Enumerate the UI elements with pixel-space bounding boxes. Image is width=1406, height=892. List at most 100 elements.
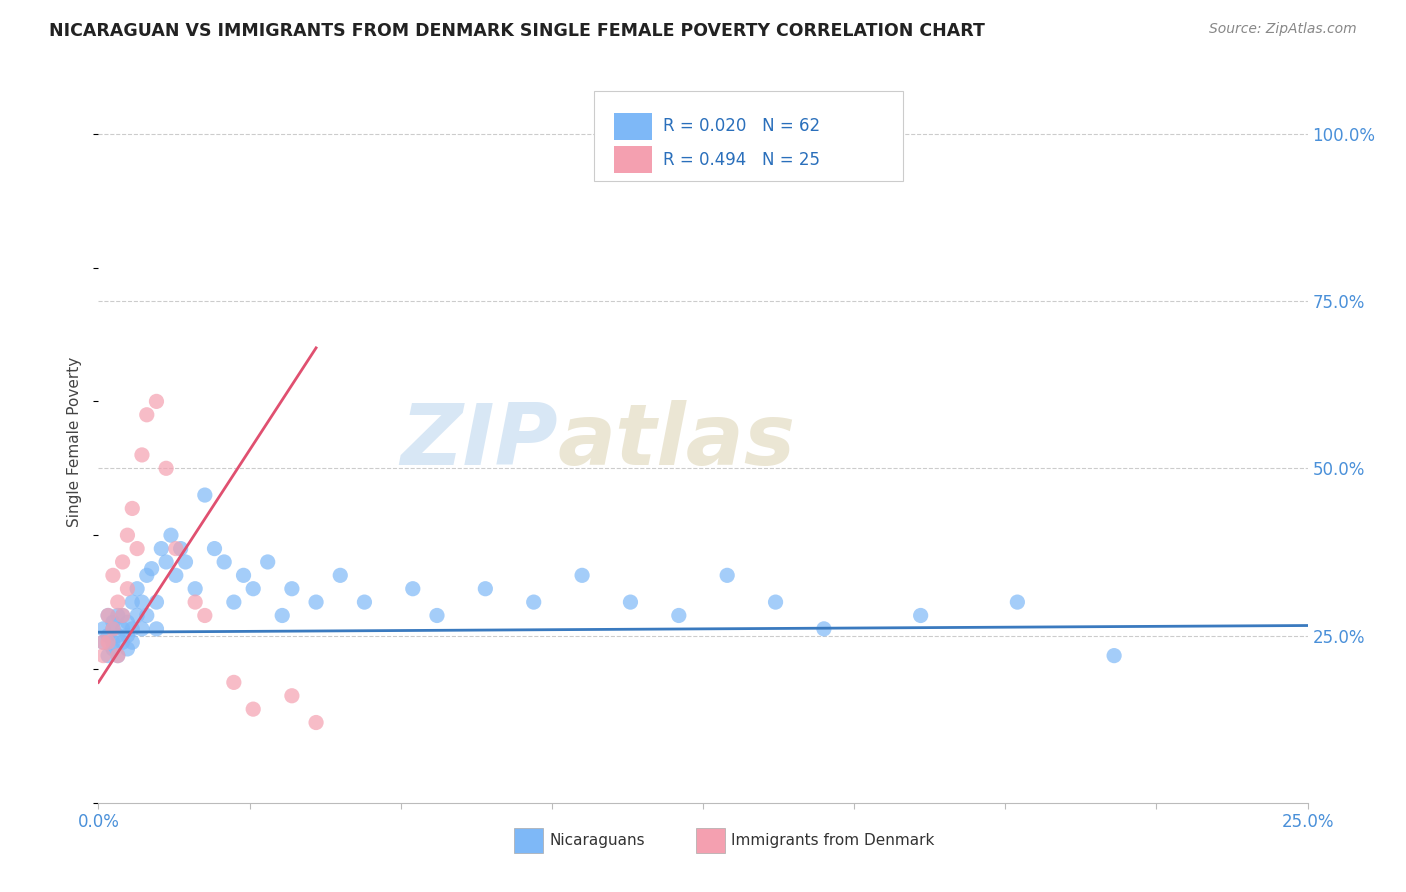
Point [204,541,226,556]
Point [155,555,177,569]
Point [222,595,245,609]
Point [101,615,124,630]
Point [619,595,641,609]
Point [813,622,835,636]
FancyBboxPatch shape [696,828,724,853]
Point [131,622,153,636]
Point [107,608,129,623]
Point [145,595,167,609]
Text: R = 0.020   N = 62: R = 0.020 N = 62 [664,118,820,136]
Text: Immigrants from Denmark: Immigrants from Denmark [731,833,934,848]
Point [121,622,143,636]
Point [97,608,120,623]
Point [101,568,124,582]
Point [91,635,114,649]
Point [271,608,294,623]
Point [426,608,449,623]
Point [145,394,167,409]
Point [101,635,124,649]
Point [329,568,352,582]
Point [242,702,264,716]
Point [111,608,134,623]
FancyBboxPatch shape [613,112,652,140]
Point [127,582,149,596]
Point [111,555,134,569]
Point [107,628,129,642]
Point [121,635,143,649]
Point [194,488,217,502]
Point [101,622,124,636]
Point [107,648,129,663]
Point [184,582,207,596]
Text: R = 0.494   N = 25: R = 0.494 N = 25 [664,151,820,169]
Point [668,608,690,623]
Text: atlas: atlas [558,400,796,483]
Point [111,635,134,649]
Point [222,675,245,690]
Point [117,528,139,542]
Point [523,595,546,609]
Point [242,582,264,596]
Text: ZIP: ZIP [401,400,558,483]
Point [111,608,134,623]
Point [765,595,787,609]
Point [169,541,191,556]
Point [111,622,134,636]
Point [101,622,124,636]
Point [107,648,129,663]
Point [212,555,235,569]
Point [131,595,153,609]
Point [165,541,187,556]
Point [1102,648,1125,663]
Point [117,615,139,630]
Point [121,501,143,516]
Point [194,608,217,623]
Point [101,642,124,657]
Point [232,568,254,582]
Point [910,608,932,623]
Point [91,622,114,636]
Point [135,608,157,623]
Point [121,595,143,609]
Point [474,582,496,596]
Point [117,642,139,657]
Point [91,635,114,649]
Point [97,628,120,642]
Point [184,595,207,609]
Point [160,528,183,542]
Point [571,568,593,582]
Text: NICARAGUAN VS IMMIGRANTS FROM DENMARK SINGLE FEMALE POVERTY CORRELATION CHART: NICARAGUAN VS IMMIGRANTS FROM DENMARK SI… [49,22,986,40]
FancyBboxPatch shape [613,145,652,173]
Point [127,541,149,556]
Point [141,562,163,576]
Point [281,689,304,703]
Point [97,648,120,663]
Point [155,461,177,475]
Point [353,595,375,609]
Point [174,555,197,569]
Point [150,541,173,556]
Point [131,448,153,462]
Point [256,555,278,569]
Text: Nicaraguans: Nicaraguans [550,833,645,848]
FancyBboxPatch shape [595,91,903,181]
Point [716,568,738,582]
Point [305,595,328,609]
Point [135,408,157,422]
Point [97,608,120,623]
Point [97,635,120,649]
Point [135,568,157,582]
Text: Source: ZipAtlas.com: Source: ZipAtlas.com [1209,22,1357,37]
Point [402,582,425,596]
Point [117,582,139,596]
Point [107,595,129,609]
Point [305,715,328,730]
Point [117,628,139,642]
Point [91,648,114,663]
Point [165,568,187,582]
Point [1007,595,1029,609]
FancyBboxPatch shape [515,828,543,853]
Point [127,608,149,623]
Y-axis label: Single Female Poverty: Single Female Poverty [67,357,83,526]
Point [145,622,167,636]
